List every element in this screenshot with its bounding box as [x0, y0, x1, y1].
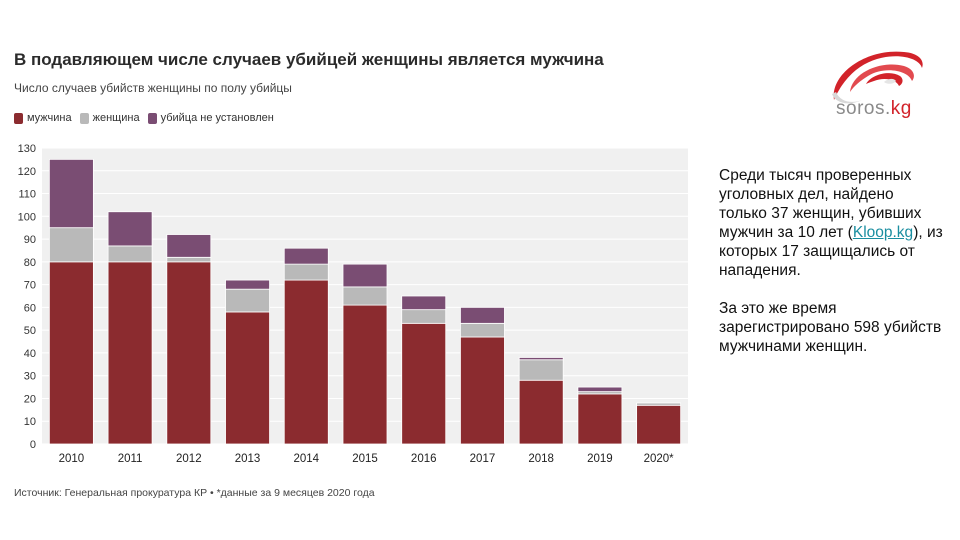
- y-tick-label: 50: [24, 325, 36, 337]
- logo-text-accent: kg: [890, 98, 912, 119]
- y-tick-label: 30: [24, 371, 36, 383]
- bar-segment-male: [577, 393, 623, 445]
- y-tick-label: 100: [18, 211, 36, 223]
- y-tick-label: 70: [24, 280, 36, 292]
- legend-label-female: женщина: [92, 112, 140, 124]
- y-tick-label: 10: [24, 416, 36, 428]
- soros-logo-text: soros.kg: [836, 98, 912, 120]
- chart-subtitle: Число случаев убийств женщины по полу уб…: [14, 81, 292, 95]
- bar-segment-male: [342, 304, 388, 445]
- legend-item-male: мужчина: [14, 112, 72, 124]
- bar-segment-unknown: [283, 247, 329, 265]
- y-tick-label: 80: [24, 257, 36, 269]
- legend-label-male: мужчина: [27, 112, 72, 124]
- bar-segment-unknown: [401, 295, 447, 311]
- x-tick-label: 2015: [352, 453, 378, 465]
- y-tick-label: 130: [18, 143, 36, 155]
- bar-segment-male: [460, 336, 505, 445]
- y-tick-label: 20: [24, 393, 36, 405]
- bar-segment-female: [401, 309, 447, 324]
- bar-segment-male: [48, 261, 94, 445]
- y-tick-label: 120: [18, 166, 36, 178]
- x-tick-label: 2020*: [644, 453, 675, 465]
- legend-item-female: женщина: [79, 112, 140, 124]
- legend-swatch-unknown: [147, 112, 157, 124]
- bar-segment-female: [342, 286, 388, 306]
- bar-segment-female: [460, 322, 505, 338]
- bar-segment-unknown: [107, 211, 153, 247]
- logo-text-main: soros.: [836, 98, 891, 119]
- stacked-bar-chart: 0 10 20 30 40 50 60 70 80 90 100 110 120 130 2010 2011 2…: [18, 143, 688, 465]
- x-tick-label: 2012: [176, 453, 202, 465]
- bar-segment-unknown: [460, 306, 505, 324]
- bar-segment-female: [518, 359, 564, 381]
- bar-segment-unknown: [48, 158, 94, 229]
- legend-label-unknown: убийца не установлен: [160, 112, 274, 124]
- x-tick-label: 2011: [118, 453, 143, 465]
- bar-segment-male: [636, 404, 682, 445]
- chart-title: В подавляющем числе случаев убийцей женщ…: [14, 50, 604, 69]
- bar-segment-female: [225, 288, 270, 313]
- kloop-link[interactable]: Kloop.kg: [852, 224, 914, 241]
- x-tick-label: 2017: [470, 453, 496, 465]
- bar-segment-female: [636, 402, 682, 406]
- side-text-after-link: ), из которых 17 защищались от нападения…: [719, 224, 943, 279]
- y-tick-label: 90: [24, 234, 36, 246]
- side-text-before-link: Среди тысяч проверенных уголовных дел, н…: [719, 167, 922, 241]
- bar-segment-unknown: [166, 234, 212, 258]
- bar-segment-male: [401, 322, 447, 445]
- y-tick-label: 0: [30, 439, 36, 451]
- legend-swatch-female: [79, 112, 89, 124]
- legend-item-unknown: убийца не установлен: [147, 112, 274, 124]
- x-tick-label: 2013: [235, 453, 261, 465]
- x-tick-label: 2019: [587, 453, 613, 465]
- side-paragraph-2: За это же время зарегистрировано 598 уби…: [719, 300, 942, 355]
- bar-segment-unknown: [577, 386, 623, 393]
- legend-swatch-male: [14, 112, 23, 124]
- side-note: Среди тысяч проверенных уголовных дел, н…: [719, 166, 944, 375]
- bar-segment-female: [107, 245, 153, 263]
- bar-segment-male: [283, 279, 329, 445]
- bar-segment-male: [518, 379, 564, 445]
- y-tick-label: 60: [24, 302, 36, 314]
- bar-segment-unknown: [342, 263, 388, 288]
- x-tick-label: 2014: [293, 453, 319, 465]
- bar-segment-unknown: [518, 357, 564, 361]
- chart-legend: мужчина женщина убийца не установлен: [14, 112, 274, 124]
- bar-segment-male: [166, 261, 212, 445]
- soros-logo-icon: [832, 51, 923, 104]
- y-tick-label: 110: [18, 189, 36, 201]
- bar-segment-male: [107, 261, 153, 445]
- y-tick-label: 40: [24, 348, 36, 360]
- bar-segment-female: [283, 263, 329, 281]
- bar-segment-unknown: [225, 279, 270, 290]
- x-tick-label: 2016: [411, 453, 437, 465]
- bar-segment-male: [225, 311, 270, 445]
- bar-segment-female: [166, 256, 212, 263]
- x-tick-label: 2010: [59, 453, 85, 465]
- side-paragraph-1: Среди тысяч проверенных уголовных дел, н…: [719, 166, 944, 280]
- bar-segment-female: [48, 227, 94, 263]
- chart-source-note: Источник: Генеральная прокуратура КР • *…: [14, 487, 375, 499]
- x-tick-label: 2018: [528, 453, 554, 465]
